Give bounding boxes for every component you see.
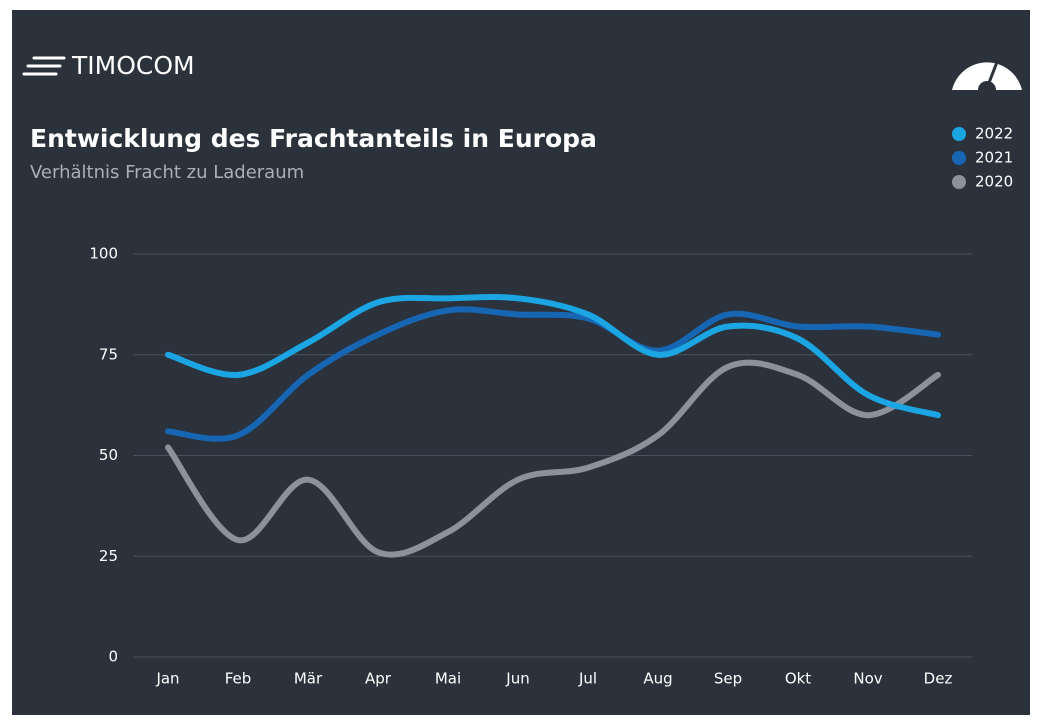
x-tick-label: Jun: [505, 670, 529, 688]
y-tick-label: 25: [99, 547, 118, 565]
x-tick-label: Sep: [714, 670, 742, 688]
x-tick-label: Okt: [785, 670, 811, 688]
y-tick-label: 0: [108, 648, 118, 666]
y-tick-label: 100: [89, 245, 118, 263]
series-line: [165, 306, 941, 442]
legend-label: 2022: [975, 125, 1013, 143]
x-tick-label: Aug: [643, 670, 672, 688]
gauge-icon: [952, 61, 1022, 90]
series-line: [165, 293, 941, 419]
brand: TIMOCOM: [71, 51, 195, 80]
chart-title: Entwicklung des Frachtanteils in Europa: [30, 124, 597, 153]
logo-icon: [22, 56, 66, 76]
x-tick-label: Jan: [155, 670, 179, 688]
x-tick-label: Feb: [225, 670, 252, 688]
legend-swatch: [952, 151, 966, 165]
x-tick-label: Nov: [853, 670, 882, 688]
series-line: [165, 359, 941, 558]
x-tick-label: Mär: [294, 670, 323, 688]
x-tick-label: Dez: [924, 670, 953, 688]
x-tick-label: Mai: [435, 670, 461, 688]
background: [12, 10, 1030, 715]
legend-label: 2020: [975, 173, 1013, 191]
legend-label: 2021: [975, 149, 1013, 167]
x-tick-label: Apr: [365, 670, 392, 688]
y-tick-label: 50: [99, 446, 118, 464]
legend-swatch: [952, 127, 966, 141]
y-tick-label: 75: [99, 345, 118, 363]
x-tick-label: Jul: [578, 670, 597, 688]
legend-swatch: [952, 175, 966, 189]
chart-subtitle: Verhältnis Fracht zu Laderaum: [30, 162, 304, 183]
